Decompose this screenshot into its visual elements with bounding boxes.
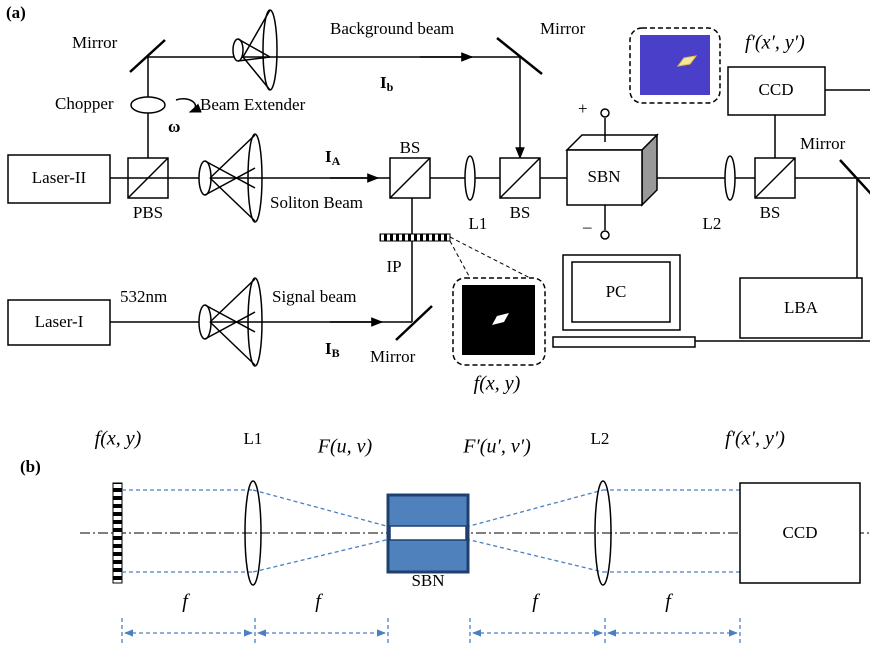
component bbox=[640, 35, 710, 95]
component bbox=[113, 483, 122, 583]
shape bbox=[176, 99, 195, 112]
lens bbox=[199, 305, 211, 339]
component bbox=[390, 526, 466, 540]
label: f(x, y) bbox=[474, 373, 521, 395]
beam-line bbox=[466, 490, 603, 527]
panel-a-optics bbox=[8, 10, 870, 366]
label: f′(x′, y′) bbox=[745, 32, 805, 54]
shape bbox=[601, 231, 609, 239]
label: L2 bbox=[591, 429, 610, 448]
lens bbox=[465, 156, 475, 200]
beam-line bbox=[450, 237, 530, 278]
intensity-subscript: B bbox=[332, 346, 340, 360]
label: L1 bbox=[244, 429, 263, 448]
setup-figure: (a) Mirror Background beam Mirror Ib f′(… bbox=[0, 0, 870, 649]
label: Signal beam bbox=[272, 287, 357, 306]
label: PC bbox=[606, 282, 627, 301]
label: SBN bbox=[411, 571, 444, 590]
lens bbox=[199, 161, 211, 195]
label: f bbox=[532, 591, 540, 613]
label: (a) bbox=[6, 3, 26, 22]
label: IB bbox=[325, 339, 340, 360]
label: Background beam bbox=[330, 19, 454, 38]
label: BS bbox=[510, 203, 531, 222]
label: Mirror bbox=[540, 19, 586, 38]
lens bbox=[233, 39, 243, 61]
label: f bbox=[665, 591, 673, 613]
label: Mirror bbox=[72, 33, 118, 52]
beam-line bbox=[253, 539, 390, 572]
label: (b) bbox=[20, 457, 41, 476]
label: Ib bbox=[380, 73, 394, 94]
beam-line bbox=[450, 241, 470, 278]
panel-b-optics bbox=[80, 481, 870, 645]
label: F′(u′, v′) bbox=[462, 436, 531, 458]
label: + bbox=[578, 99, 588, 118]
intensity-subscript: A bbox=[332, 154, 341, 168]
label: BS bbox=[400, 138, 421, 157]
label: CCD bbox=[759, 80, 794, 99]
lens bbox=[131, 97, 165, 113]
label: SBN bbox=[587, 167, 620, 186]
component bbox=[380, 234, 450, 241]
label: 532nm bbox=[120, 287, 167, 306]
label: – bbox=[582, 217, 592, 236]
intensity-subscript: b bbox=[387, 80, 394, 94]
label: Chopper bbox=[55, 94, 114, 113]
label: CCD bbox=[783, 523, 818, 542]
label: F(u, v) bbox=[317, 436, 373, 458]
label: Laser-I bbox=[35, 312, 84, 331]
label: f(x, y) bbox=[95, 428, 142, 450]
label: BS bbox=[760, 203, 781, 222]
beam-line bbox=[396, 306, 432, 340]
label: Mirror bbox=[800, 134, 846, 153]
label: LBA bbox=[784, 298, 819, 317]
label: IP bbox=[386, 257, 401, 276]
label: IA bbox=[325, 147, 341, 168]
label: Beam Extender bbox=[200, 95, 306, 114]
label: Laser-II bbox=[32, 168, 87, 187]
label: Mirror bbox=[370, 347, 416, 366]
beam-line bbox=[253, 490, 390, 527]
label: L2 bbox=[703, 214, 722, 233]
label: f′(x′, y′) bbox=[725, 428, 785, 450]
label: Soliton Beam bbox=[270, 193, 363, 212]
label: L1 bbox=[469, 214, 488, 233]
component bbox=[553, 337, 695, 347]
label: ω bbox=[168, 117, 180, 136]
lens bbox=[725, 156, 735, 200]
label: PBS bbox=[133, 203, 163, 222]
label: f bbox=[182, 591, 190, 613]
lens bbox=[263, 10, 277, 90]
shape bbox=[601, 109, 609, 117]
beam-line bbox=[466, 539, 603, 572]
label: f bbox=[315, 591, 323, 613]
